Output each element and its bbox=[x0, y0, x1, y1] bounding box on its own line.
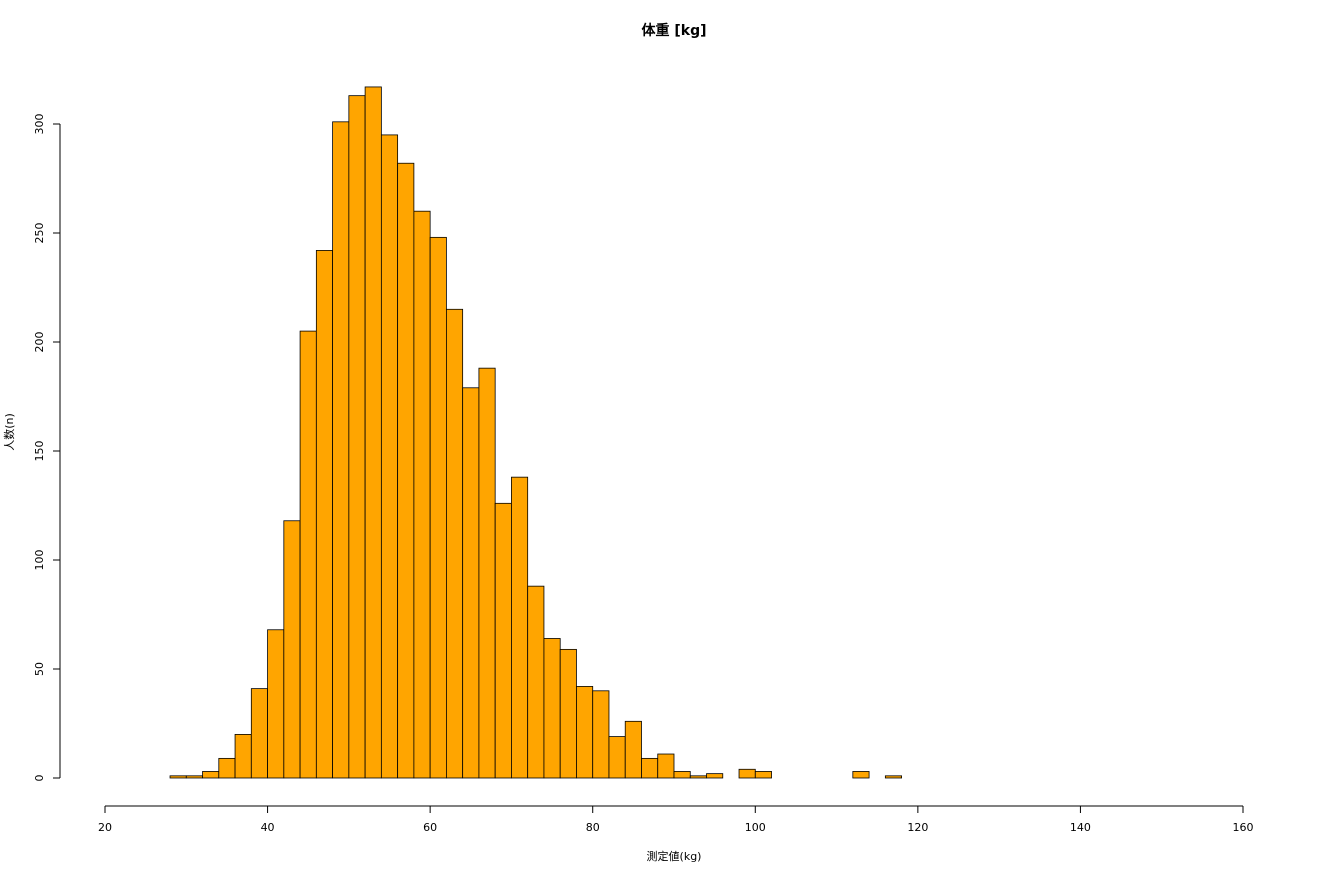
y-tick-label: 300 bbox=[33, 114, 46, 135]
y-tick-label: 250 bbox=[33, 223, 46, 244]
bar bbox=[380, 134, 399, 779]
bar bbox=[657, 753, 675, 779]
bar bbox=[673, 771, 691, 779]
bar bbox=[527, 585, 545, 779]
bar bbox=[202, 771, 220, 779]
y-axis-label: 人数(n) bbox=[3, 413, 16, 451]
bar bbox=[185, 775, 203, 779]
bar bbox=[689, 775, 707, 779]
bar bbox=[511, 476, 529, 779]
bar bbox=[299, 330, 317, 779]
bar bbox=[576, 686, 594, 779]
bar bbox=[283, 520, 301, 779]
bar bbox=[608, 736, 626, 779]
bar bbox=[624, 720, 642, 779]
x-tick-label: 140 bbox=[1070, 821, 1091, 834]
bar bbox=[364, 86, 382, 779]
x-axis-label: 測定値(kg) bbox=[647, 849, 702, 863]
bar bbox=[315, 250, 334, 779]
bar bbox=[884, 775, 902, 779]
bar bbox=[445, 308, 464, 779]
bar bbox=[738, 768, 756, 779]
x-tick-label: 80 bbox=[586, 821, 600, 834]
y-tick-label: 100 bbox=[33, 550, 46, 571]
chart-title: 体重 [kg] bbox=[641, 22, 706, 39]
bar bbox=[706, 773, 724, 779]
bar bbox=[413, 210, 431, 779]
bar bbox=[218, 757, 236, 779]
bar bbox=[332, 121, 350, 779]
bar bbox=[754, 771, 772, 779]
bar bbox=[641, 757, 659, 779]
y-tick-label: 150 bbox=[33, 441, 46, 462]
bar bbox=[852, 771, 870, 779]
x-tick-label: 20 bbox=[98, 821, 112, 834]
x-tick-label: 160 bbox=[1233, 821, 1254, 834]
bar bbox=[462, 387, 480, 779]
bar bbox=[494, 502, 512, 779]
bar bbox=[543, 638, 561, 779]
x-tick-label: 100 bbox=[745, 821, 766, 834]
bar bbox=[397, 162, 415, 779]
y-tick-label: 200 bbox=[33, 332, 46, 353]
bar bbox=[267, 629, 285, 779]
bar bbox=[169, 775, 187, 779]
x-tick-label: 60 bbox=[423, 821, 437, 834]
bar bbox=[250, 688, 268, 779]
bar bbox=[234, 734, 252, 779]
x-tick-label: 40 bbox=[261, 821, 275, 834]
bar bbox=[429, 236, 447, 779]
bar bbox=[559, 648, 577, 779]
bar bbox=[478, 367, 496, 779]
bar bbox=[592, 690, 610, 779]
y-tick-label: 50 bbox=[33, 662, 46, 676]
y-tick-label: 0 bbox=[33, 775, 46, 782]
bar bbox=[348, 95, 366, 779]
x-tick-label: 120 bbox=[907, 821, 928, 834]
